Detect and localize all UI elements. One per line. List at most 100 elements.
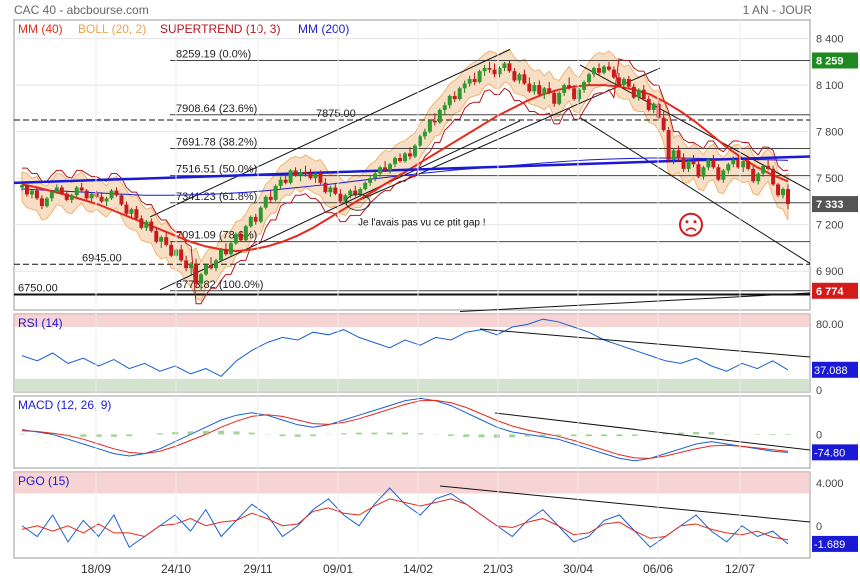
candle-body	[452, 95, 457, 100]
candle-body	[238, 234, 243, 241]
candle-body	[144, 221, 149, 228]
candle-body	[611, 69, 616, 78]
x-tick-label: 12/07	[725, 562, 755, 576]
panel-frame-macd	[13, 395, 811, 469]
x-tick-label: 29/11	[243, 562, 272, 576]
candle-body	[64, 193, 69, 200]
macd-histogram-bar	[478, 434, 485, 438]
candle-body	[552, 92, 557, 104]
macd-histogram-bar	[539, 434, 546, 437]
candle-body	[537, 85, 542, 95]
current-value-label: 37.088	[814, 365, 848, 377]
bollinger-band	[21, 48, 789, 302]
candle-body	[447, 95, 452, 106]
candle-body	[298, 171, 303, 176]
fib-label: 6773.82 (100.0%)	[176, 279, 263, 291]
fib-label: 7908.64 (23.6%)	[176, 103, 257, 115]
candle-body	[696, 164, 701, 177]
candle-body	[631, 86, 636, 98]
candle-body	[283, 179, 288, 183]
macd-signal-line	[21, 399, 789, 459]
y-tick-label: 7 800	[816, 127, 844, 139]
macd-histogram-bar	[202, 430, 209, 435]
macd-histogram-bar	[248, 432, 255, 435]
x-tick-label: 18/09	[81, 562, 111, 576]
candle-body	[179, 249, 184, 261]
macd-histogram-bar	[156, 433, 163, 435]
fib-label: 7516.51 (50.0%)	[176, 164, 257, 176]
candle-body	[726, 164, 731, 171]
candle-body	[567, 85, 572, 89]
panel-title: RSI (14)	[18, 316, 63, 330]
current-value-badge	[812, 535, 858, 552]
y-tick-label: 4.000	[816, 478, 844, 490]
sad-face-eye	[685, 220, 689, 224]
macd-histogram-bar	[509, 434, 516, 438]
macd-histogram-bar	[294, 434, 301, 437]
price-badge-label: 8 259	[816, 55, 844, 67]
candle-body	[184, 260, 189, 269]
candle-body	[422, 131, 427, 137]
candle-body	[577, 89, 582, 100]
candle-body	[39, 198, 44, 207]
candle-body	[751, 168, 756, 182]
overbought-zone	[14, 472, 810, 494]
candle-body	[487, 68, 492, 70]
candle-body	[114, 190, 119, 196]
candle-body	[388, 164, 393, 171]
candle-body	[711, 159, 716, 168]
candle-body	[34, 190, 39, 199]
macd-histogram-bar	[493, 434, 500, 438]
macd-histogram-bar	[524, 434, 531, 437]
candle-body	[124, 204, 129, 214]
macd-histogram-bar	[80, 434, 87, 437]
macd-histogram-bar	[585, 434, 592, 437]
candle-body	[94, 193, 99, 197]
candle-body	[497, 68, 502, 75]
candle-body	[547, 88, 552, 93]
macd-histogram-bar	[769, 434, 776, 436]
candle-body	[781, 189, 786, 196]
candle-body	[691, 161, 696, 165]
y-tick-label: 7 500	[816, 173, 844, 185]
candle-body	[209, 265, 214, 269]
candle-body	[671, 150, 676, 160]
candle-body	[596, 68, 601, 73]
panel-title: MACD (12, 26, 9)	[18, 398, 111, 412]
price-badge	[812, 196, 858, 213]
x-tick-label: 09/01	[323, 562, 353, 576]
candle-body	[49, 192, 54, 199]
current-value-label: -74.80	[814, 447, 845, 459]
candle-body	[293, 170, 298, 176]
legend-entry: SUPERTREND (10, 3)	[160, 22, 280, 36]
macd-histogram-bar	[49, 434, 56, 435]
candle-body	[258, 207, 263, 222]
macd-histogram-bar	[463, 434, 470, 438]
trend-line	[159, 120, 521, 291]
candle-body	[228, 243, 233, 255]
candle-body	[323, 182, 328, 193]
trend-line	[459, 292, 811, 313]
candle-body	[716, 167, 721, 180]
sad-face-eye	[693, 220, 697, 224]
candle-body	[786, 189, 790, 205]
macd-histogram-bar	[279, 434, 286, 437]
candle-body	[492, 69, 497, 75]
pgo-signal-line	[21, 498, 789, 541]
candle-body	[338, 193, 343, 202]
candle-body	[154, 230, 159, 242]
candle-body	[139, 218, 144, 228]
candle-body	[348, 190, 353, 196]
candle-body	[746, 161, 751, 169]
candle-body	[467, 78, 472, 84]
candle-body	[223, 249, 228, 255]
chart-period[interactable]: 1 AN - JOUR	[742, 3, 812, 17]
sad-face-mouth	[685, 227, 697, 232]
candle-body	[507, 63, 512, 72]
support-label: 7875.00	[316, 108, 356, 120]
current-value-badge	[812, 444, 858, 461]
candle-body	[313, 173, 318, 179]
macd-histogram-bar	[218, 430, 225, 435]
candle-body	[736, 159, 741, 168]
y-tick-label: 6 900	[816, 266, 844, 278]
